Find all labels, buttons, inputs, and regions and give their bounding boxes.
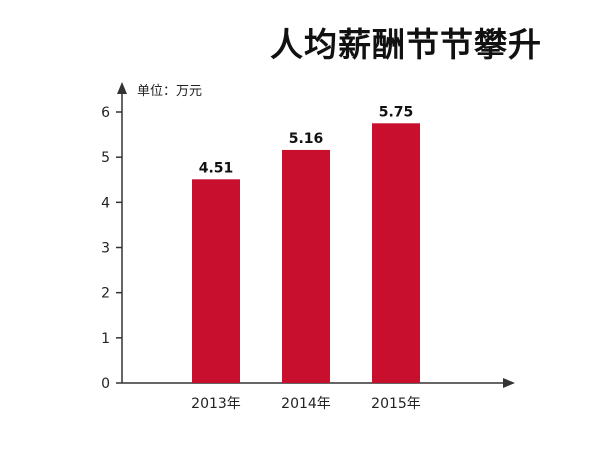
- bar-2: [282, 149, 330, 383]
- y-ticks: 0 1 2 3 4 5 6: [101, 105, 122, 392]
- y-axis-arrow: [117, 82, 127, 94]
- x-axis-arrow: [503, 378, 515, 388]
- y-tick-label: 0: [101, 376, 110, 392]
- bars: 4.51 5.16 5.75: [192, 104, 420, 384]
- y-tick-label: 4: [101, 195, 110, 211]
- y-tick-label: 3: [101, 241, 110, 257]
- bar-3: [372, 123, 420, 384]
- y-tick-label: 5: [101, 150, 110, 166]
- y-tick-label: 1: [101, 331, 110, 347]
- x-tick-label: 2014年: [281, 396, 331, 412]
- chart-title: 人均薪酬节节攀升: [270, 25, 542, 64]
- x-tick-label: 2013年: [191, 396, 241, 412]
- data-label-3: 5.75: [379, 104, 414, 120]
- y-tick-label: 2: [101, 286, 110, 302]
- bar-1: [192, 179, 240, 383]
- data-label-2: 5.16: [289, 131, 324, 147]
- unit-label: 单位：万元: [137, 84, 202, 99]
- x-tick-label: 2015年: [371, 396, 421, 412]
- data-label-1: 4.51: [199, 160, 234, 176]
- x-tick-labels: 2013年 2014年 2015年: [191, 396, 421, 412]
- y-tick-label: 6: [101, 105, 110, 121]
